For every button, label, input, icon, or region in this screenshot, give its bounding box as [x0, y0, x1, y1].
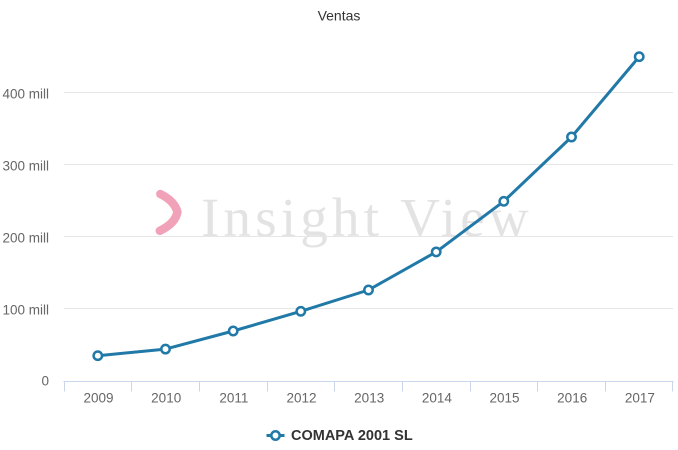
svg-text:0: 0 [41, 374, 49, 389]
svg-text:2015: 2015 [489, 391, 519, 406]
svg-text:2011: 2011 [219, 391, 248, 406]
svg-text:2009: 2009 [83, 391, 113, 406]
svg-text:400 mill: 400 mill [2, 86, 49, 101]
svg-text:2017: 2017 [625, 391, 655, 406]
svg-text:2016: 2016 [557, 391, 587, 406]
svg-text:100 mill: 100 mill [2, 303, 49, 318]
svg-text:2010: 2010 [151, 391, 181, 406]
svg-text:Ventas: Ventas [318, 8, 361, 24]
svg-text:200 mill: 200 mill [2, 230, 49, 245]
svg-text:COMAPA 2001 SL: COMAPA 2001 SL [291, 428, 413, 444]
svg-text:300 mill: 300 mill [2, 158, 49, 173]
svg-text:2014: 2014 [422, 391, 453, 406]
svg-text:2012: 2012 [286, 391, 316, 406]
svg-text:2013: 2013 [354, 391, 384, 406]
svg-text:Insight View: Insight View [201, 187, 533, 248]
